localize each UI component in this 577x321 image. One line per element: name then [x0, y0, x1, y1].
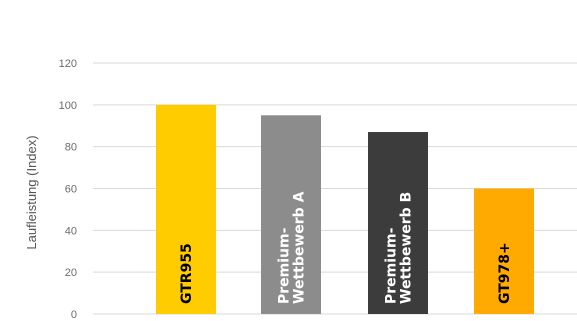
bar-2: [261, 115, 321, 315]
bar-label-line: Premium-: [277, 227, 293, 304]
bar-3: [368, 132, 428, 314]
y-tick-label: 0: [71, 309, 77, 321]
bar-label: Premium-Wettbewerb A: [277, 191, 308, 304]
y-axis-title: Laufleistung (Index): [24, 135, 39, 249]
bar-label: GTR955: [179, 243, 195, 304]
bar-label-line: GTR955: [179, 243, 195, 304]
bar-label: Premium-Wettbewerb B: [384, 192, 415, 304]
bar-labels: GTR955 Premium-Wettbewerb A Premium-Wettbe…: [179, 191, 513, 304]
y-tick-label: 20: [65, 267, 77, 279]
bar-4: [474, 188, 534, 314]
bar-label-line: Wettbewerb A: [292, 191, 308, 304]
bar-label-line: GT978+: [497, 242, 513, 304]
y-axis-ticks: 0 20 40 60 80 100 120: [59, 58, 77, 321]
y-tick-label: 100: [59, 100, 77, 112]
bars: [156, 104, 534, 315]
y-tick-label: 80: [65, 142, 77, 154]
bar-1: [156, 104, 216, 314]
y-tick-label: 60: [65, 184, 77, 196]
bar-label: GT978+: [497, 242, 513, 304]
bar-label-line: Premium-: [384, 227, 400, 304]
y-tick-label: 120: [59, 58, 77, 70]
y-tick-label: 40: [65, 225, 77, 237]
bar-label-line: Wettbewerb B: [399, 192, 415, 304]
